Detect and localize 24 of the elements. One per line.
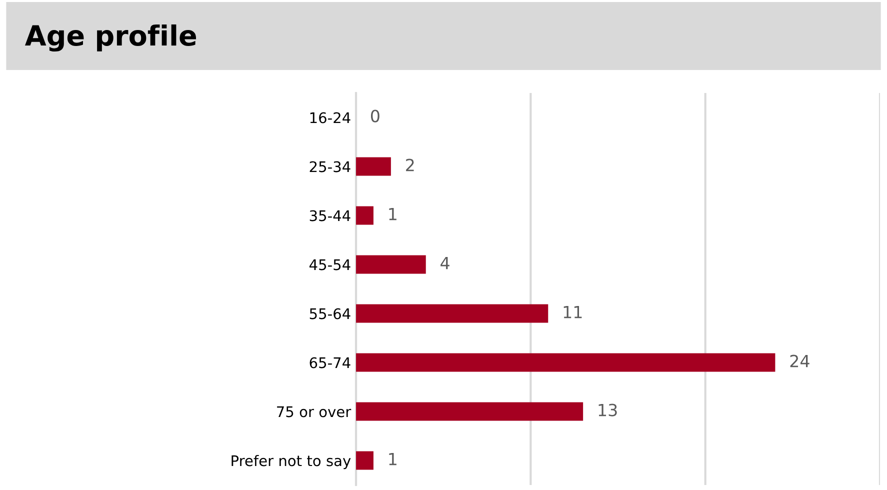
y-tick-label: 45-54	[309, 259, 350, 270]
data-label: 1	[389, 208, 396, 220]
data-label: 13	[598, 404, 617, 416]
y-tick-label: 25-34	[310, 161, 350, 172]
y-tick-label: 35-44	[310, 210, 350, 222]
data-label: 4	[440, 256, 450, 270]
y-tick-label: 55-64	[310, 308, 350, 320]
data-label: 11	[564, 306, 582, 318]
text: Age profile	[24, 24, 196, 52]
data-label: 1	[389, 452, 396, 466]
bar	[356, 402, 584, 421]
bar	[356, 451, 374, 470]
bar	[356, 353, 776, 372]
bar	[356, 255, 426, 274]
bar	[356, 206, 374, 225]
y-tick-label: 16-24	[310, 112, 350, 124]
bar	[356, 157, 391, 176]
y-tick-label: 75 or over	[277, 406, 352, 418]
data-label: 2	[406, 158, 414, 172]
bar	[356, 304, 548, 323]
data-label: 0	[370, 110, 380, 122]
y-tick-label: 65-74	[310, 357, 350, 368]
y-tick-label: Prefer not to say	[232, 454, 351, 470]
data-label: 24	[790, 354, 810, 368]
